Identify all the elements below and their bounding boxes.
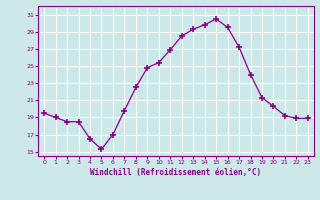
X-axis label: Windchill (Refroidissement éolien,°C): Windchill (Refroidissement éolien,°C) <box>91 168 261 177</box>
